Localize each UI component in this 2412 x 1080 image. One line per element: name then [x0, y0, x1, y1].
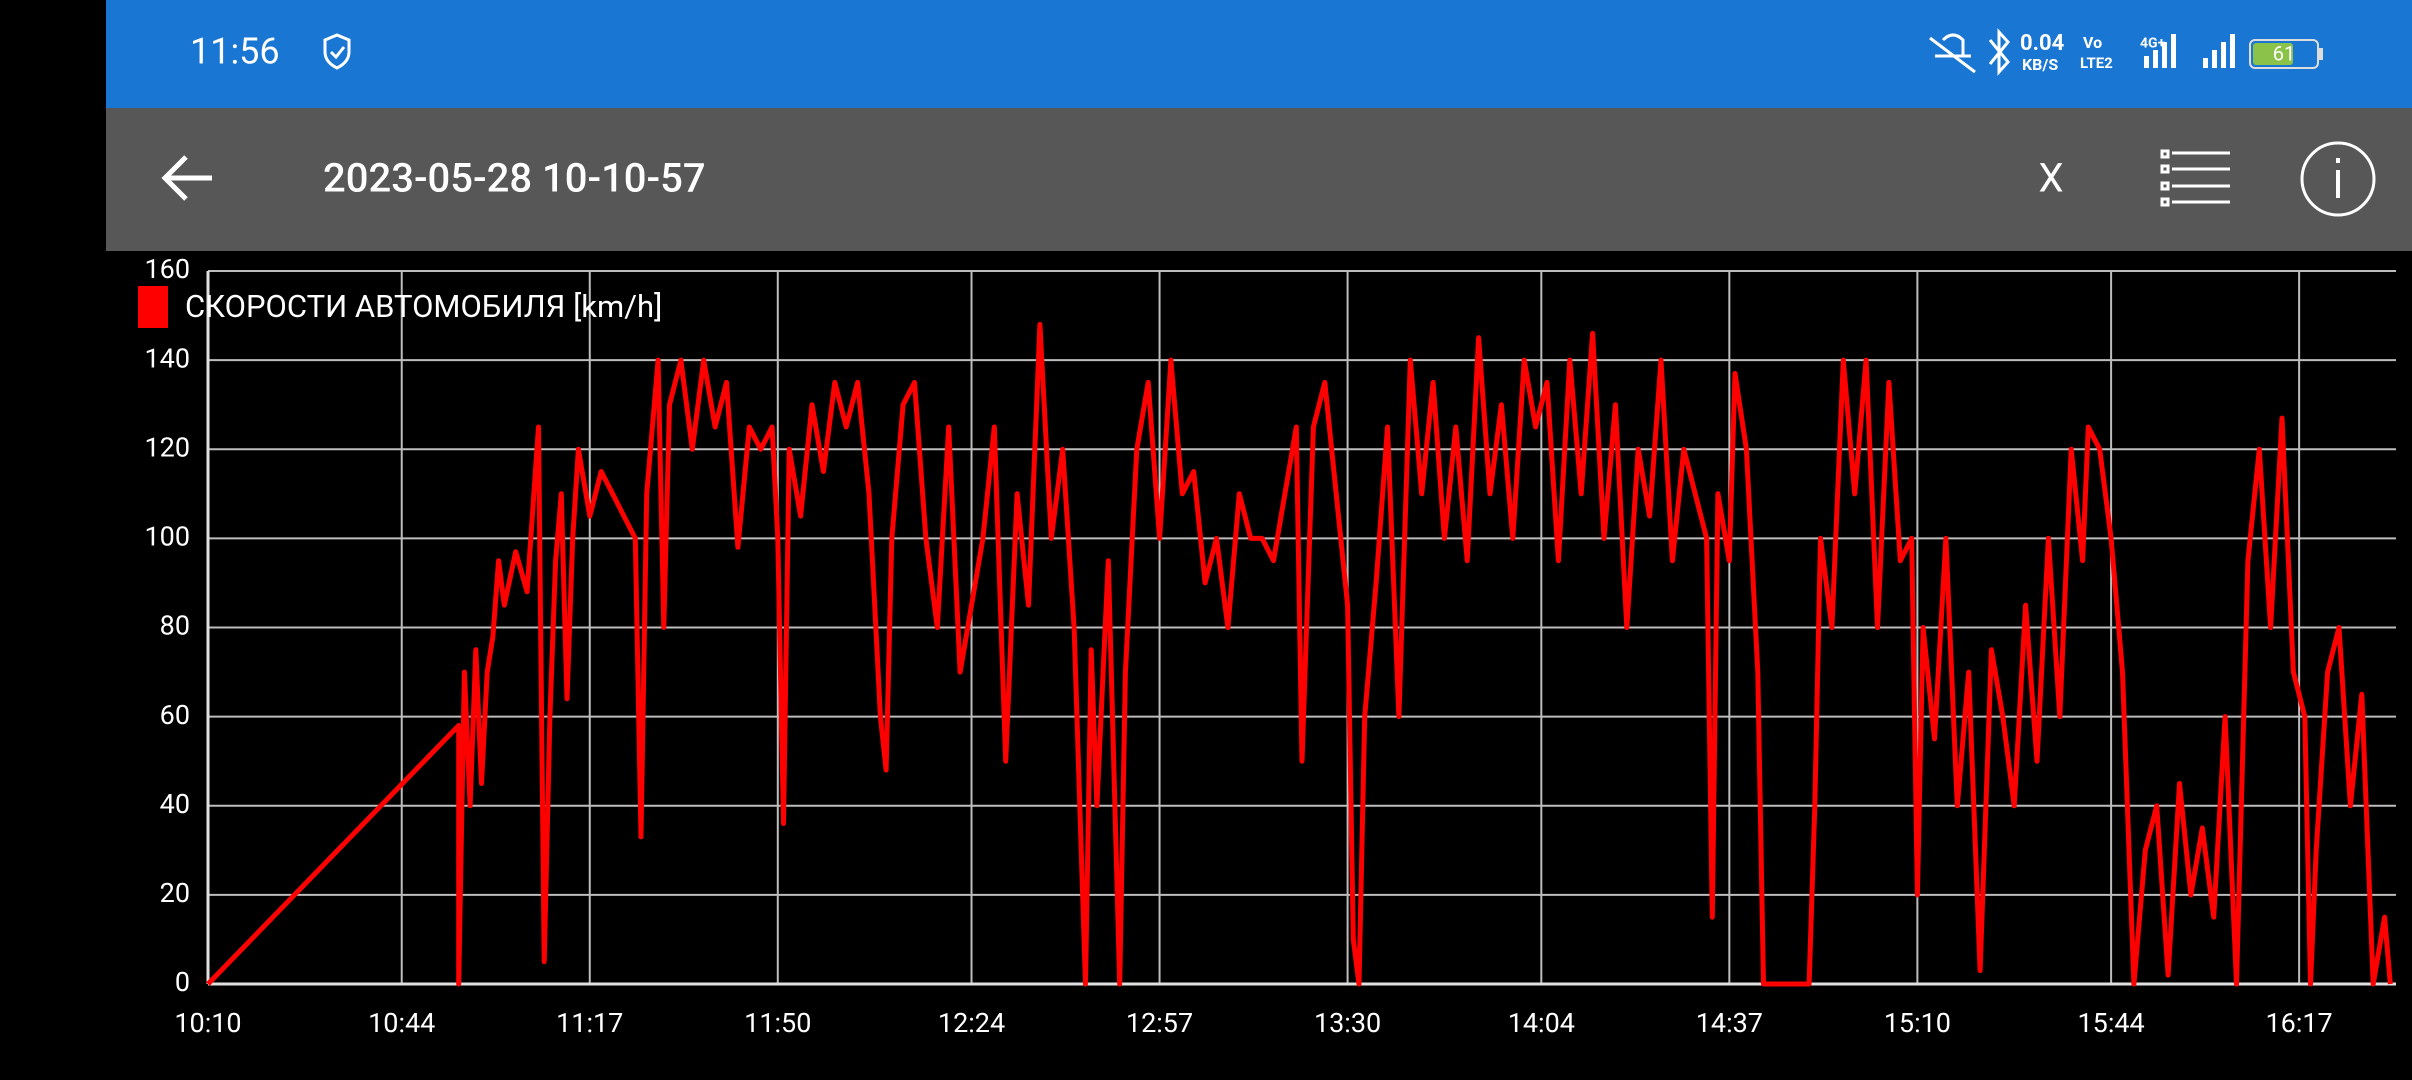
x-tick-label: 15:44 [2077, 1007, 2144, 1039]
bluetooth-icon [1988, 28, 2010, 76]
x-tick-label: 14:37 [1696, 1007, 1763, 1039]
y-tick-label: 60 [160, 699, 190, 731]
x-tick-label: 15:10 [1884, 1007, 1951, 1039]
x-tick-label: 12:57 [1126, 1007, 1193, 1039]
close-button[interactable]: X [2038, 155, 2063, 202]
info-button[interactable] [2300, 141, 2376, 217]
battery-outline [2249, 39, 2319, 69]
y-tick-label: 80 [160, 610, 190, 642]
y-tick-label: 140 [144, 342, 190, 374]
toolbar-title: 2023-05-28 10-10-57 [323, 155, 706, 202]
net-unit: KB/S [2022, 55, 2058, 74]
x-tick-label: 16:17 [2266, 1007, 2333, 1039]
lte: LTE2 [2080, 54, 2113, 72]
x-tick-label: 14:04 [1508, 1007, 1575, 1039]
battery-text: 61 [2273, 41, 2295, 65]
toolbar [106, 108, 2412, 251]
y-tick-label: 20 [160, 877, 190, 909]
shield-icon [323, 33, 351, 70]
status-bar [106, 0, 2412, 108]
x-tick-label: 12:24 [938, 1007, 1005, 1039]
x-tick-label: 11:50 [744, 1007, 811, 1039]
battery-tip [2319, 48, 2323, 60]
net-type: 4G+ [2140, 36, 2166, 52]
y-tick-label: 120 [144, 431, 190, 463]
net-speed: 0.04 [2020, 31, 2065, 56]
battery-level [2253, 43, 2293, 65]
y-tick-label: 40 [160, 788, 190, 820]
y-tick-label: 100 [144, 521, 190, 553]
status-time: 11:56 [190, 31, 280, 73]
chart: 0 20 40 60 80 100 120 140 160 10:10 10:44 11:17 11:5… [138, 253, 2396, 1039]
legend-label: СКОРОСТИ АВТОМОБИЛЯ [km/h] [185, 288, 662, 325]
mute-icon [1929, 33, 1976, 74]
volte: Vo [2083, 33, 2102, 52]
list-button[interactable] [2160, 149, 2230, 207]
back-button[interactable] [161, 155, 212, 201]
x-tick-label: 10:44 [368, 1007, 435, 1039]
y-tick-label: 160 [144, 253, 190, 285]
speed-line [206, 322, 2393, 987]
legend-swatch [138, 286, 168, 328]
x-tick-label: 13:30 [1314, 1007, 1381, 1039]
y-tick-label: 0 [175, 966, 190, 998]
signal-icons [2144, 34, 2235, 68]
x-tick-label: 10:10 [174, 1007, 241, 1039]
x-tick-label: 11:17 [556, 1007, 623, 1039]
